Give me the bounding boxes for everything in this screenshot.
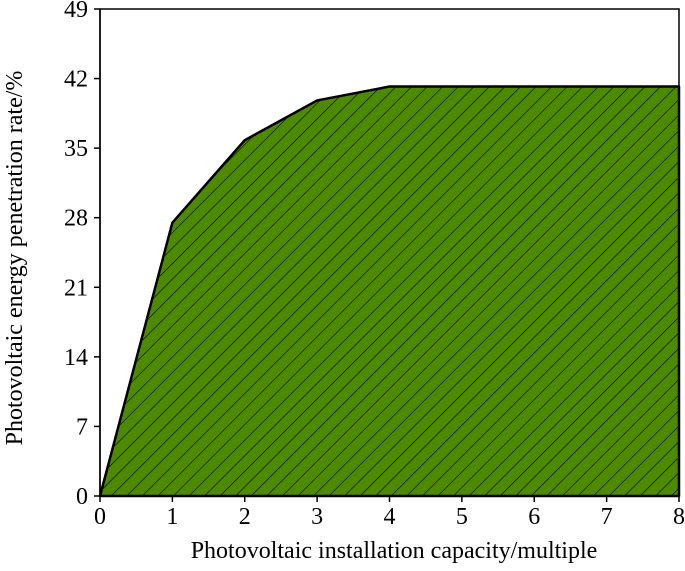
y-tick-label: 35 — [64, 136, 88, 162]
y-tick-label: 49 — [64, 0, 88, 23]
y-axis-title: Photovoltaic energy penetration rate/% — [2, 71, 28, 446]
y-tick-label: 14 — [64, 345, 88, 371]
y-tick-label: 7 — [76, 414, 88, 440]
x-tick-label: 0 — [94, 504, 106, 530]
x-tick-label: 6 — [528, 504, 540, 530]
x-tick-label: 3 — [311, 504, 323, 530]
y-tick-label: 28 — [64, 206, 88, 232]
x-tick-label: 1 — [166, 504, 178, 530]
x-tick-label: 5 — [456, 504, 468, 530]
area-series — [98, 85, 681, 498]
x-axis-title: Photovoltaic installation capacity/multi… — [191, 538, 598, 564]
y-tick-label: 42 — [64, 67, 88, 93]
y-tick-label: 21 — [64, 275, 88, 301]
x-tick-label: 8 — [673, 504, 685, 530]
y-tick-label: 0 — [76, 484, 88, 510]
x-tick-label: 7 — [601, 504, 613, 530]
x-tick-label: 2 — [239, 504, 251, 530]
x-tick-label: 4 — [384, 504, 396, 530]
